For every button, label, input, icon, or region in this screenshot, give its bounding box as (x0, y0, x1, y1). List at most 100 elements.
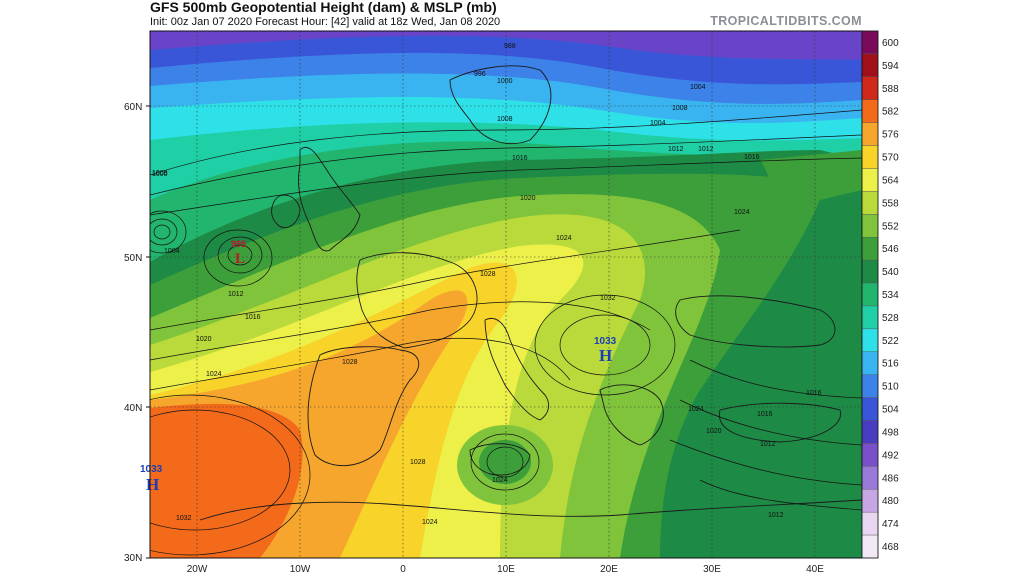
colorbar-swatch (861, 122, 879, 146)
isobar-label: 1016 (512, 155, 528, 162)
colorbar-swatch (861, 168, 879, 192)
colorbar-label: 588 (882, 84, 899, 95)
colorbar-label: 600 (882, 38, 899, 49)
colorbar-swatch (861, 489, 879, 513)
isobar-label: 1020 (196, 336, 212, 343)
isobar-label: 1032 (600, 295, 616, 302)
isobar-label: 1000 (497, 78, 513, 85)
lat-label: 40N (124, 403, 142, 414)
colorbar-label: 480 (882, 496, 899, 507)
isobar-label: 1024 (556, 235, 572, 242)
colorbar-swatch (861, 511, 879, 536)
colorbar-swatch (861, 30, 879, 55)
isobar (699, 479, 862, 511)
isobar (470, 433, 540, 491)
isobar-label: 1028 (342, 359, 358, 366)
isobar (486, 446, 524, 478)
colorbar-swatch (861, 374, 879, 398)
isobar (534, 294, 676, 396)
isobar-label: 1024 (492, 477, 508, 484)
lat-axis: 60N 50N 40N 30N (124, 102, 150, 564)
colorbar-swatch (861, 305, 879, 330)
pressure-value: 995 (231, 239, 246, 249)
isobar-label: 1024 (734, 209, 750, 216)
colorbar-swatch (861, 420, 879, 444)
italy-outline (484, 318, 550, 421)
colorbar-label: 504 (882, 405, 899, 416)
turkey-coast-outline (718, 402, 842, 443)
colorbar-label: 582 (882, 107, 899, 118)
isobar (150, 218, 178, 246)
lon-label: 30E (703, 564, 721, 575)
cutoff-low-core (479, 440, 531, 484)
great-britain-outline (298, 147, 361, 252)
colorbar-border (861, 30, 879, 559)
ireland-outline (271, 194, 301, 229)
black-sea-outline (675, 295, 836, 348)
isobar-label: 1032 (176, 515, 192, 522)
colorbar-label: 534 (882, 290, 899, 301)
isobar-label: 1004 (164, 248, 180, 255)
isobar (689, 359, 862, 399)
isobar-label: 988 (504, 43, 516, 50)
isobar (150, 229, 741, 331)
brand-watermark[interactable]: TROPICALTIDBITS.COM (710, 14, 862, 28)
sicily-outline (469, 443, 531, 476)
isobar-label: 1012 (228, 291, 244, 298)
isobar-label: 1020 (520, 195, 536, 202)
isobar-label: 1008 (672, 105, 688, 112)
chart-title: GFS 500mb Geopotential Height (dam) & MS… (150, 0, 497, 15)
isobar (150, 409, 291, 531)
colorbar-label: 546 (882, 244, 899, 255)
lat-label: 30N (124, 553, 142, 564)
isobar (559, 314, 651, 376)
isobars (150, 109, 862, 556)
isobar (150, 134, 862, 196)
lon-label: 20E (600, 564, 618, 575)
isobar (153, 224, 171, 240)
height-field (150, 31, 862, 558)
isobar-label: 1024 (688, 406, 704, 413)
colorbar-label: 474 (882, 519, 899, 530)
high-marker-icon: H (599, 346, 612, 365)
isobar-label: 1016 (757, 411, 773, 418)
isobar (150, 210, 187, 254)
isobar-label: 1012 (668, 146, 684, 153)
high-center-balkans: 1033 H (594, 336, 617, 365)
lon-label: 20W (187, 564, 208, 575)
colorbar-swatch (861, 397, 879, 421)
colorbar-label: 594 (882, 61, 899, 72)
colorbar-legend: 600 594 588 582 576 570 564 558 552 546 540 534 528 5… (861, 30, 899, 559)
isobar-label: 1020 (706, 428, 722, 435)
isobar-label: 1004 (690, 84, 706, 91)
colorbar-label: 552 (882, 221, 899, 232)
isobar-label: 1012 (698, 146, 714, 153)
pressure-value: 1033 (140, 464, 163, 475)
isobar (150, 109, 862, 176)
colorbar-swatch (861, 191, 879, 215)
scandinavia-outline (449, 65, 552, 145)
colorbar-label: 498 (882, 427, 899, 438)
colorbar-swatch (861, 237, 879, 261)
lon-label: 0 (400, 564, 406, 575)
isobar-label: 1004 (650, 120, 666, 127)
colorbar-swatch (861, 351, 879, 375)
colorbar-swatch (861, 259, 879, 284)
colorbar-label: 540 (882, 267, 899, 278)
isobar-label: 996 (474, 71, 486, 78)
pressure-value: 1033 (594, 336, 617, 347)
isobar-label: 1024 (206, 371, 222, 378)
colorbar-label: 522 (882, 336, 899, 347)
colorbar-label: 570 (882, 153, 899, 164)
colorbar-swatch (861, 282, 879, 307)
colorbar-swatch (861, 443, 879, 467)
colorbar-swatch (861, 145, 879, 169)
isobar-labels: 1000 1004 1008 1012 1016 1020 1024 1028 … (152, 43, 822, 526)
isobar (150, 394, 311, 556)
isobar-label: 1016 (245, 314, 261, 321)
lon-label: 10E (497, 564, 515, 575)
lon-label: 10W (290, 564, 311, 575)
height-band-588 (150, 403, 303, 558)
east-trough-546 (660, 190, 862, 558)
